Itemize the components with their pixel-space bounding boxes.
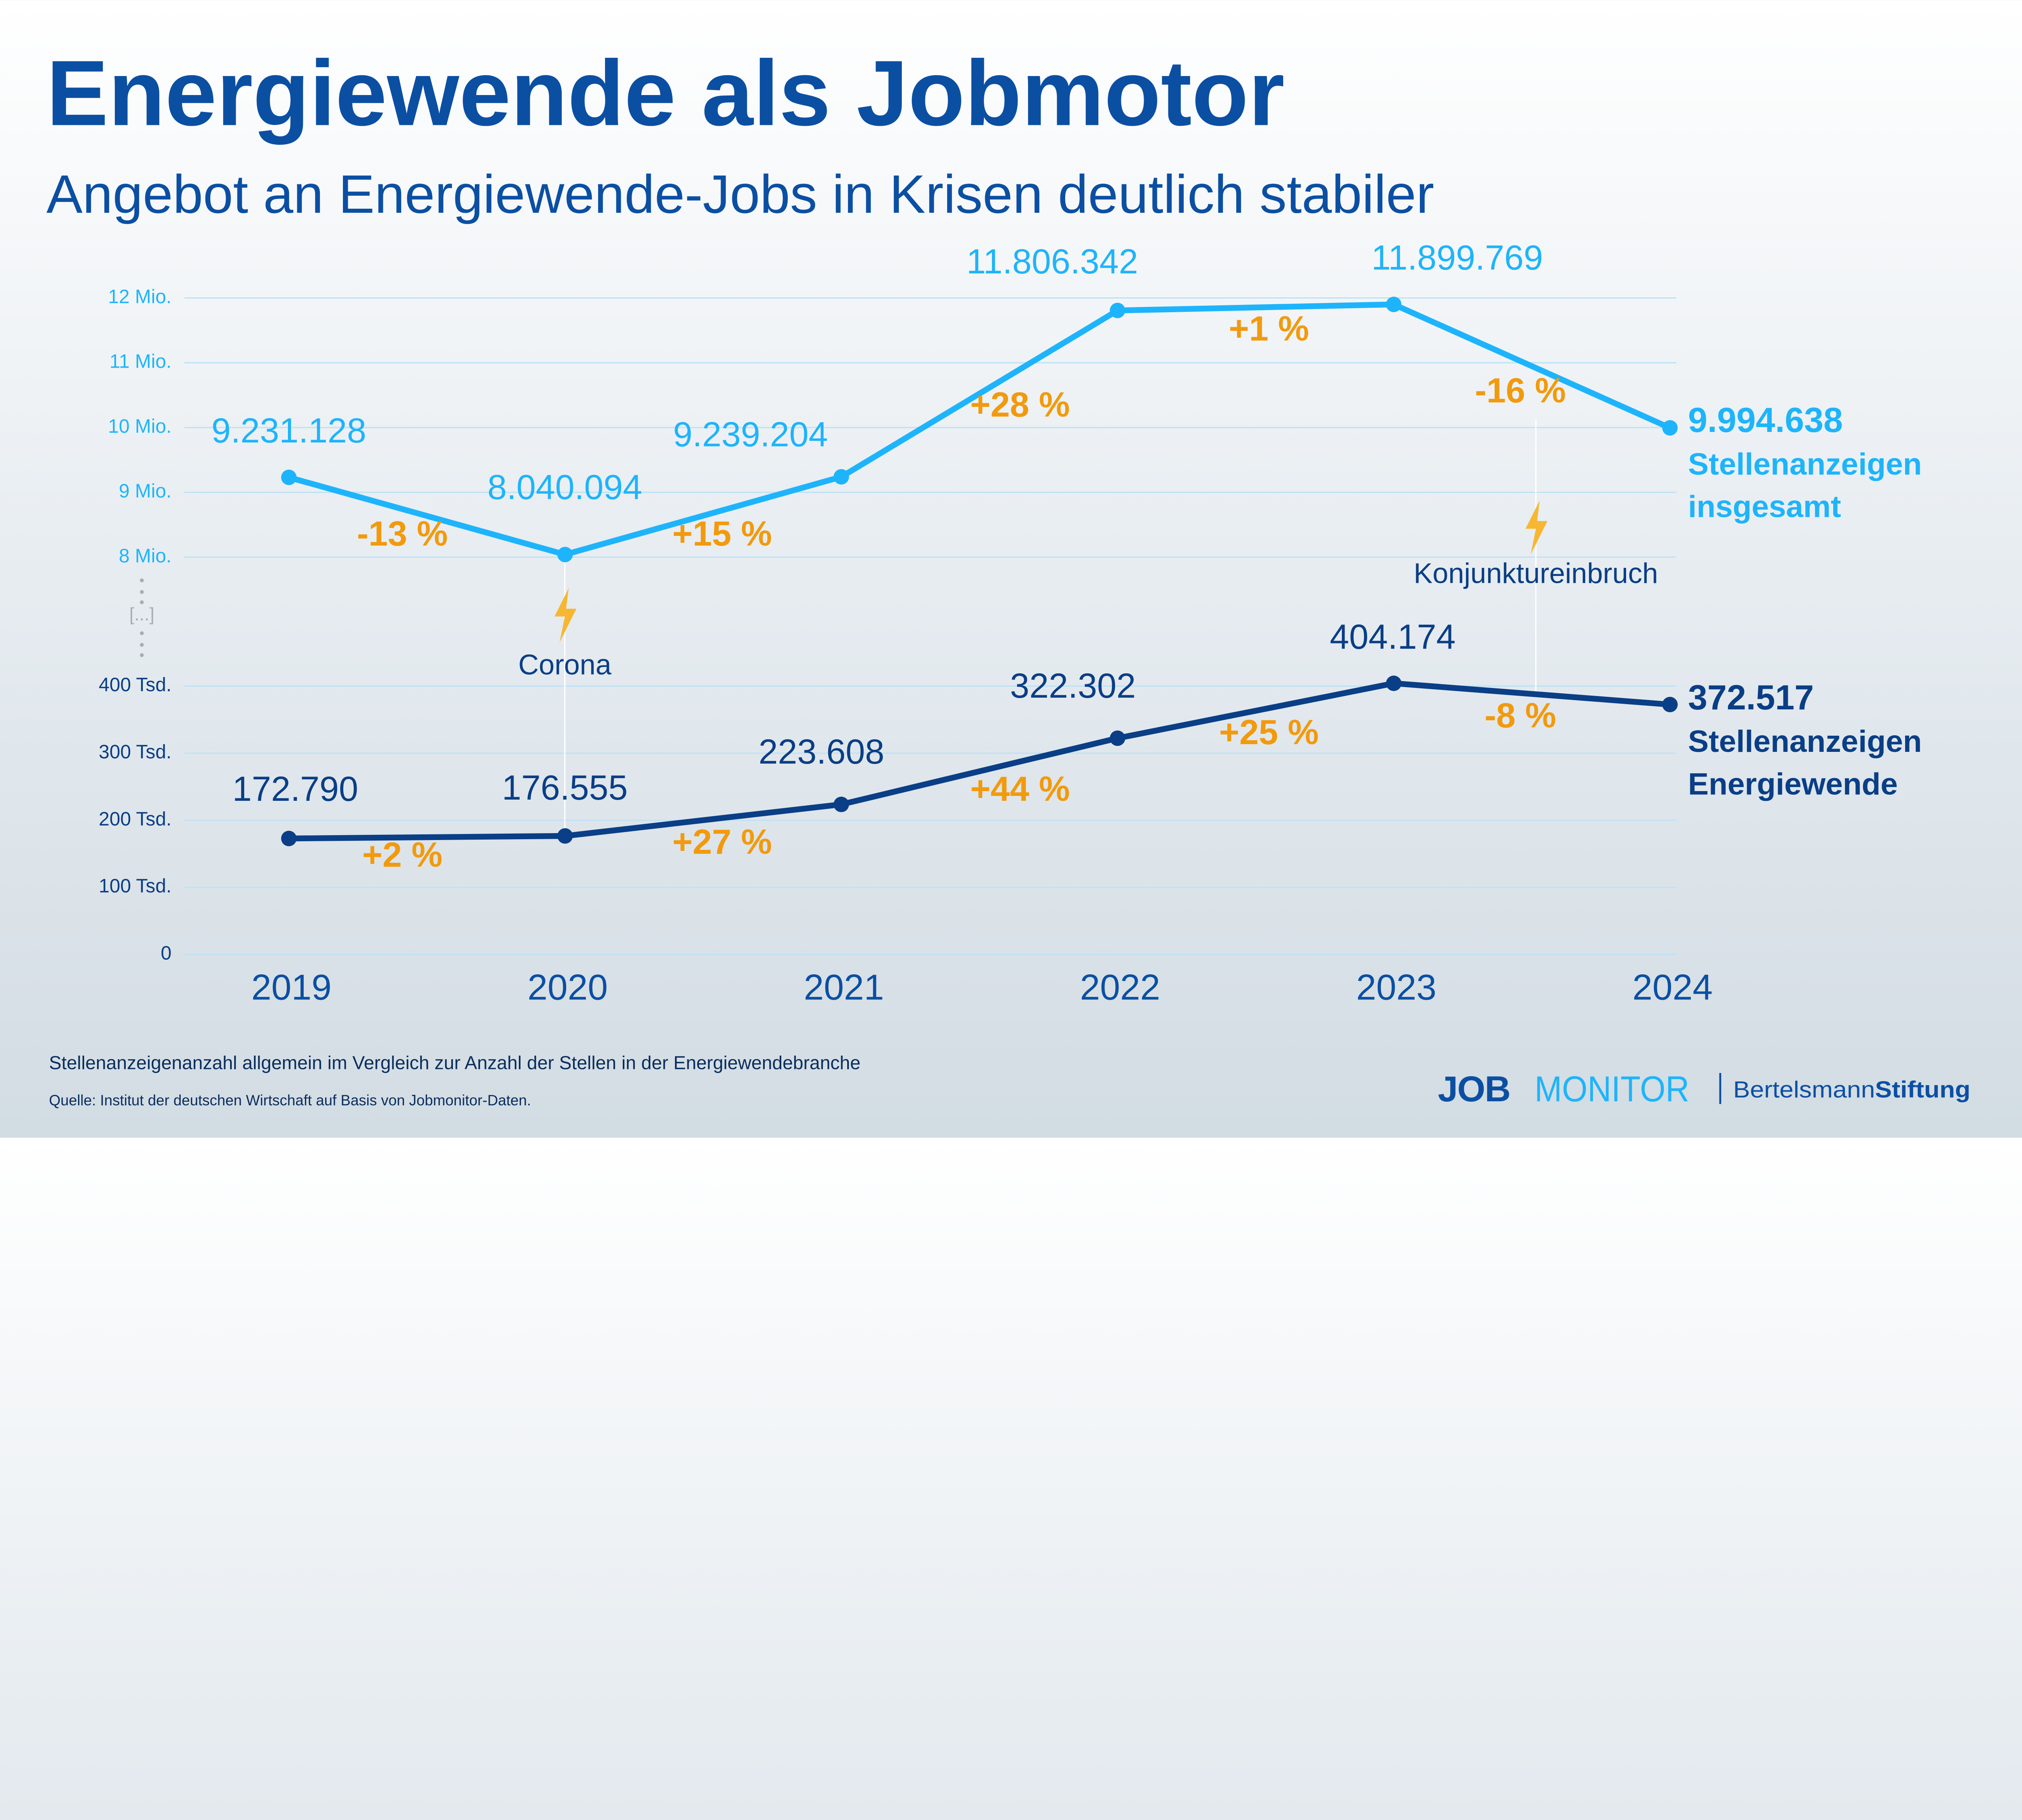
event-label: Corona <box>518 649 612 681</box>
series-lines: 9.231.128 8.040.094 9.239.204 11.806.342 11.… <box>212 238 1922 874</box>
x-axis-labels: 2019 2020 2021 2022 2023 2024 <box>251 967 1713 1007</box>
data-label: 404.174 <box>1330 618 1455 656</box>
x-tick-label: 2021 <box>804 967 884 1007</box>
data-point <box>1662 696 1678 713</box>
data-point <box>833 469 849 485</box>
page-subtitle: Angebot an Energiewende-Jobs in Krisen d… <box>47 164 1434 224</box>
change-label: +28 % <box>970 385 1070 424</box>
series-name: insgesamt <box>1688 490 1841 524</box>
data-label: 223.608 <box>759 732 884 771</box>
data-label: 9.239.204 <box>673 415 828 454</box>
x-tick-label: 2020 <box>527 967 608 1007</box>
break-dot <box>140 590 144 594</box>
data-label: 11.899.769 <box>1371 238 1543 277</box>
source: Quelle: Institut der deutschen Wirtschaf… <box>49 1092 531 1109</box>
data-label: 172.790 <box>233 770 358 808</box>
y-axis-ticks: 8 Mio. 9 Mio. 10 Mio. 11 Mio. 12 Mio. 0 100 Ts… <box>99 286 171 964</box>
change-label: +44 % <box>970 770 1070 808</box>
svg-text:JOB: JOB <box>1438 1069 1510 1109</box>
data-point <box>1386 675 1402 691</box>
break-dot <box>140 643 144 647</box>
break-dot <box>140 600 144 604</box>
data-label: 322.302 <box>1010 667 1136 705</box>
data-point <box>1110 303 1125 318</box>
change-label: -16 % <box>1475 371 1566 410</box>
y-tick-label: 10 Mio. <box>108 416 171 437</box>
change-label: +1 % <box>1229 309 1309 348</box>
data-label: 372.517 <box>1688 678 1814 717</box>
change-label: +2 % <box>362 836 443 874</box>
infographic: Energiewende als Jobmotor Angebot an Ene… <box>47 41 1971 1109</box>
footnote: Stellenanzeigenanzahl allgemein im Vergl… <box>49 1052 861 1073</box>
axis-break: [...] <box>129 578 154 657</box>
change-label: +27 % <box>672 823 772 861</box>
data-label: 176.555 <box>502 768 628 807</box>
data-point <box>557 828 573 844</box>
y-tick-label: 300 Tsd. <box>99 741 171 763</box>
y-tick-label: 400 Tsd. <box>99 674 171 696</box>
jobmonitor-logo: JOB MONITOR Bertelsmann Stiftung <box>1438 1069 1970 1109</box>
y-tick-label: 8 Mio. <box>119 545 171 567</box>
axis-break-label: [...] <box>129 605 154 624</box>
series-name: Energiewende <box>1688 767 1898 801</box>
event-label: Konjunktureinbruch <box>1414 557 1658 589</box>
data-point <box>281 831 297 847</box>
y-tick-label: 200 Tsd. <box>99 808 171 830</box>
series-name: Stellenanzeigen <box>1688 724 1922 759</box>
break-dot <box>140 653 144 657</box>
data-point <box>833 796 849 813</box>
data-point <box>1386 296 1402 312</box>
break-dot <box>140 631 144 635</box>
series-line <box>289 680 1671 842</box>
svg-text:MONITOR: MONITOR <box>1535 1069 1690 1109</box>
lightning-icon <box>554 588 577 643</box>
lightning-icon <box>1525 500 1548 555</box>
data-label: 9.994.638 <box>1688 401 1843 440</box>
data-label: 9.231.128 <box>212 411 366 450</box>
change-label: -8 % <box>1485 696 1556 735</box>
event-annotations: Corona Konjunktureinbruch <box>518 419 1658 832</box>
y-tick-label: 0 <box>161 942 171 964</box>
series-line <box>288 301 1671 558</box>
y-tick-label: 11 Mio. <box>110 351 171 372</box>
change-label: +15 % <box>672 514 772 553</box>
page-title: Energiewende als Jobmotor <box>47 41 1285 145</box>
x-tick-label: 2019 <box>251 967 332 1007</box>
change-label: +25 % <box>1219 713 1319 752</box>
break-dot <box>140 578 144 582</box>
data-point <box>557 546 573 563</box>
y-tick-label: 12 Mio. <box>108 286 171 307</box>
y-tick-label: 100 Tsd. <box>99 876 171 897</box>
data-point <box>1662 420 1678 436</box>
data-label: 8.040.094 <box>487 468 642 507</box>
y-tick-label: 9 Mio. <box>119 480 171 502</box>
x-tick-label: 2022 <box>1080 967 1160 1007</box>
data-point <box>281 470 297 485</box>
data-label: 11.806.342 <box>967 242 1138 281</box>
change-label: -13 % <box>357 514 448 553</box>
series-name: Stellenanzeigen <box>1688 447 1922 481</box>
x-tick-label: 2024 <box>1633 967 1713 1007</box>
data-point <box>1110 730 1125 746</box>
x-tick-label: 2023 <box>1356 967 1437 1007</box>
